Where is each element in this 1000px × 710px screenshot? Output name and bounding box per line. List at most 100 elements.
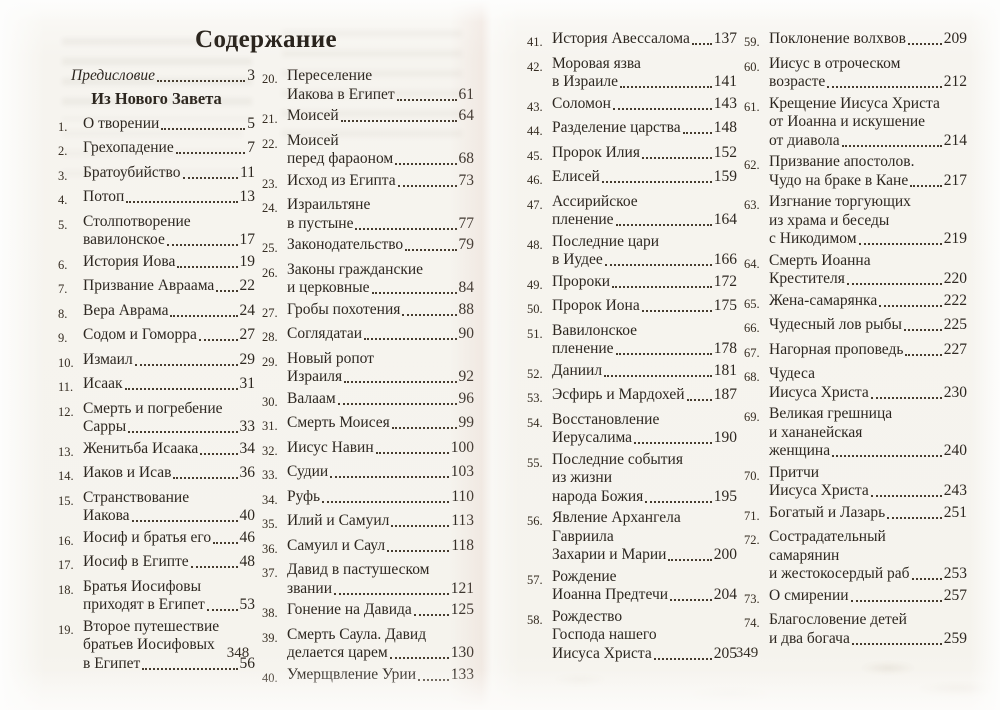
toc-entry-line: Рождение: [552, 567, 617, 585]
dot-leader: [396, 98, 457, 101]
toc-entry-number: 31.: [262, 419, 278, 433]
toc-entry: 74. Благословение детей и два богача 259: [744, 611, 967, 648]
dot-leader: [216, 290, 238, 292]
toc-entry-body: Законы гражданские и церковные 84: [287, 261, 474, 298]
toc-entry: 64. Смерть Иоанна Крестителя 220: [744, 252, 967, 289]
toc-entry-page-number: 27: [239, 326, 256, 343]
toc-entry-last-line: О творении 5: [83, 115, 255, 134]
dot-leader: [910, 184, 942, 187]
toc-entry-number: 46.: [527, 173, 543, 187]
dot-leader: [128, 431, 238, 433]
dot-leader: [156, 80, 246, 82]
toc-entry-body: Великая грешница и хананейская женщина 240: [769, 405, 967, 461]
toc-entry: 73. О смирении 257: [744, 587, 967, 609]
toc-entry-body: Иаков и Исав 36: [83, 464, 255, 486]
toc-entry-page-number: 36: [239, 464, 256, 481]
toc-entry-last-line: в пустыне 77: [287, 215, 474, 234]
toc-entry-number: 25.: [262, 241, 278, 255]
toc-entry-title: Иосиф и братья его: [83, 528, 212, 546]
toc-entry-body: Смерть и погребение Сарры 33: [83, 400, 255, 437]
toc-entry-line: Чудеса: [769, 365, 815, 382]
toc-entry-title: пленение: [552, 340, 614, 357]
toc-entry-number: 29.: [262, 354, 278, 369]
toc-entry-body: Валаам 96: [287, 390, 474, 412]
dot-leader: [841, 144, 942, 147]
toc-entry-body: Измаил 29: [83, 351, 255, 373]
toc-entry-title: приходят в Египет: [83, 596, 205, 613]
toc-entry-body: Призвание апостолов. Чудо на браке в Кане…: [769, 153, 967, 190]
toc-entry-last-line: Соломон 143: [552, 95, 737, 114]
dot-leader: [691, 43, 712, 45]
toc-entry-page-number: 164: [713, 211, 737, 228]
dot-leader: [402, 313, 457, 316]
toc-entry-title: Пророк Иона: [552, 297, 640, 314]
toc-entry-number: 20.: [262, 72, 278, 86]
toc-entry: 35. Илий и Самуил 113: [262, 512, 474, 534]
toc-entry-body: Нагорная проповедь 227: [769, 341, 967, 363]
toc-entry-title: История Авессалома: [552, 30, 690, 47]
toc-entry-title: Призвание Авраама: [83, 277, 215, 294]
toc-entry-number: 59.: [744, 35, 760, 49]
toc-entry-body: Братья Иосифовы приходят в Египет 53: [83, 578, 255, 615]
toc-entry-body: Призвание Авраама 22: [83, 277, 255, 299]
dot-leader: [190, 566, 238, 568]
toc-entry-line: самарянин: [769, 546, 840, 564]
toc-entry-page-number: 7: [247, 139, 255, 156]
toc-entry-last-line: Гробы похотения 88: [287, 301, 474, 320]
toc-entry: 36. Самуил и Саул 118: [262, 537, 474, 559]
toc-entry-line: Вавилонское: [552, 321, 638, 339]
toc-entry-line: Столпотворение: [83, 212, 191, 230]
dot-leader: [686, 399, 712, 401]
toc-entry-title: Исход из Египта: [287, 171, 396, 189]
toc-entry-line: из храма и беседы: [769, 211, 890, 229]
toc-entry-title: Чудесный лов рыбы: [769, 316, 902, 333]
toc-entry-last-line: Крестителя 220: [769, 270, 967, 289]
toc-column-2: 20. Переселение Иакова в Египет 61 21. Моисей…: [262, 67, 474, 690]
toc-entry: 63. Изгнание торгующих из храма и беседы с …: [744, 193, 967, 249]
toc-entry-body: Гробы похотения 88: [287, 301, 474, 323]
toc-entry: 2. Грехопадение 7: [58, 139, 255, 161]
toc-entry-last-line: возрасте 212: [769, 73, 967, 92]
toc-entry-page-number: 17: [239, 231, 256, 248]
toc-entry-body: Богатый и Лазарь 251: [769, 504, 967, 526]
toc-entry-last-line: Смерть Моисея 99: [287, 414, 474, 433]
toc-entry-line: Второе путешествие: [83, 617, 220, 635]
toc-entry-last-line: Жена-самарянка 222: [769, 292, 967, 311]
toc-entry: 23. Исход из Египта 73: [262, 172, 474, 194]
toc-entry: 13. Женитьба Исаака 34: [58, 440, 255, 462]
toc-entry-number: 14.: [58, 469, 74, 483]
toc-entry-page-number: 77: [458, 214, 475, 232]
toc-entry-title: Соглядатаи: [287, 325, 363, 342]
toc-entry-number: 16.: [58, 533, 74, 548]
toc-entry-last-line: Израиля 92: [287, 368, 474, 387]
toc-entry-line: Братья Иосифовы: [83, 577, 202, 595]
dot-leader: [641, 310, 712, 312]
toc-entry-number: 13.: [58, 444, 74, 459]
toc-entry: 28. Соглядатаи 90: [262, 325, 474, 347]
toc-entry-number: 55.: [527, 455, 543, 470]
toc-entry-title: Крестителя: [769, 270, 845, 287]
toc-entry: 59. Поклонение волхвов 209: [744, 30, 967, 52]
toc-entry-number: 49.: [527, 277, 543, 292]
dot-leader: [337, 402, 457, 405]
toc-entry-last-line: Соглядатаи 90: [287, 325, 474, 344]
section-heading: Из Нового Завета: [91, 88, 222, 108]
toc-entry-page-number: 48: [239, 553, 256, 570]
toc-entry-page-number: 143: [713, 94, 737, 112]
toc-entry-title: Израиля: [287, 368, 343, 385]
toc-entry-title: Судии: [287, 463, 329, 480]
dot-leader: [668, 559, 712, 561]
dot-leader: [832, 455, 942, 457]
toc-entry-title: Умерщвление Урии: [287, 665, 417, 683]
toc-entry-number: 71.: [744, 508, 760, 523]
toc-entry-line: Законы гражданские: [287, 260, 424, 278]
toc-entry-body: Моисей перед фараоном 68: [287, 132, 474, 169]
dot-leader: [124, 388, 238, 390]
toc-entry-body: Израильтяне в пустыне 77: [287, 196, 474, 233]
toc-entry: 65. Жена-самарянка 222: [744, 292, 967, 314]
toc-entry-page-number: 253: [943, 565, 967, 582]
dot-leader: [170, 314, 238, 317]
toc-entry-line: от Иоанна и искушение: [769, 113, 926, 130]
toc-entry-last-line: Разделение царства 148: [552, 119, 737, 138]
